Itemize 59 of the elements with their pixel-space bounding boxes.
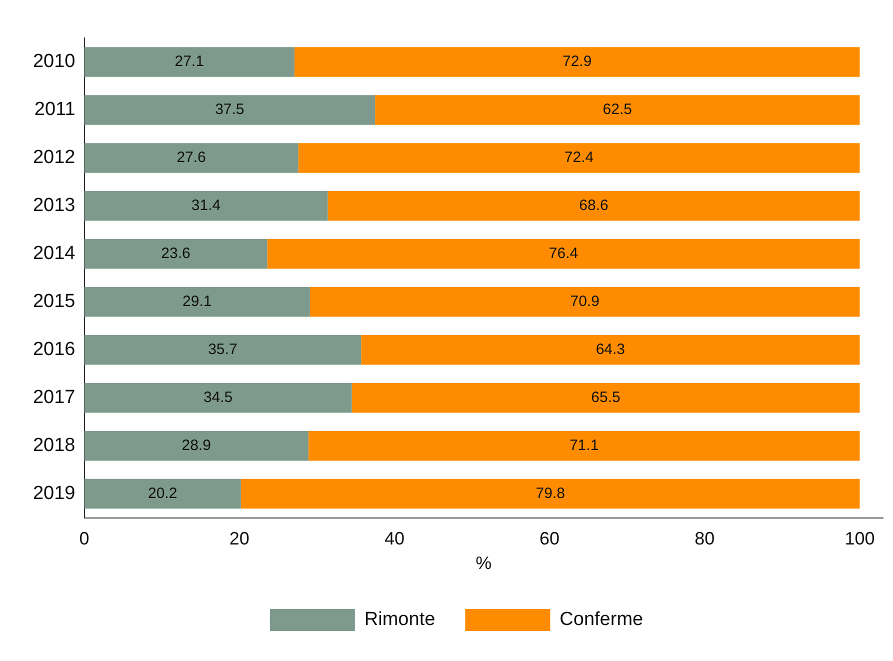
- data-label: 27.1: [174, 53, 204, 70]
- data-label: 71.1: [569, 436, 599, 454]
- y-tick-label: 2018: [32, 435, 76, 456]
- bar: [84, 478, 241, 509]
- data-label: 72.9: [562, 53, 592, 70]
- bar: [240, 478, 860, 509]
- y-tick-label: 2016: [32, 339, 76, 360]
- data-label: 34.5: [203, 388, 233, 406]
- data-label: 62.5: [602, 101, 632, 118]
- data-label: 27.6: [176, 149, 206, 166]
- bar: [375, 95, 860, 125]
- x-tick-label: 40: [384, 528, 404, 549]
- bar: [84, 143, 298, 173]
- data-label: 31.4: [191, 197, 221, 214]
- bar: [328, 191, 860, 221]
- bar: [84, 47, 294, 77]
- bar: [84, 287, 310, 317]
- data-label: 20.2: [148, 484, 178, 502]
- bar: [84, 239, 268, 269]
- bar: [267, 239, 860, 269]
- y-tick-label: 2017: [32, 387, 76, 408]
- y-tick-label: 2012: [32, 147, 76, 168]
- data-label: 35.7: [208, 341, 238, 358]
- legend-label: Rimonte: [364, 609, 436, 630]
- data-label: 23.6: [161, 245, 190, 262]
- bar: [361, 334, 860, 365]
- bar: [298, 143, 860, 173]
- bar: [352, 382, 860, 413]
- data-label: 29.1: [182, 293, 212, 310]
- x-tick-label: 80: [694, 528, 715, 549]
- data-label: 64.3: [596, 341, 626, 358]
- data-label: 72.4: [564, 149, 594, 166]
- y-tick-label: 2014: [32, 243, 76, 264]
- bar: [294, 47, 860, 77]
- data-label: 79.8: [536, 484, 565, 502]
- x-tick-label: 60: [540, 528, 560, 549]
- y-tick-label: 2013: [32, 195, 76, 216]
- data-label: 68.6: [579, 197, 608, 214]
- x-tick-label: 20: [229, 528, 250, 549]
- y-tick-label: 2010: [32, 51, 76, 72]
- data-label: 76.4: [548, 245, 578, 262]
- y-tick-label: 2015: [32, 291, 76, 312]
- bar: [84, 334, 362, 365]
- bar: [308, 430, 860, 461]
- bar: [310, 287, 860, 317]
- data-label: 65.5: [591, 388, 620, 406]
- bar: [84, 191, 328, 221]
- data-label: 70.9: [570, 293, 600, 310]
- x-tick-label: 100: [844, 528, 875, 549]
- legend-label: Conferme: [560, 609, 644, 630]
- bar: [84, 430, 308, 461]
- y-tick-label: 2011: [34, 99, 76, 120]
- data-label: 37.5: [215, 101, 244, 118]
- bar: [84, 95, 376, 125]
- x-axis-title: %: [476, 553, 492, 574]
- y-tick-label: 2019: [32, 483, 76, 504]
- x-tick-label: 0: [79, 528, 90, 549]
- data-label: 28.9: [182, 436, 211, 454]
- bar: [84, 382, 352, 413]
